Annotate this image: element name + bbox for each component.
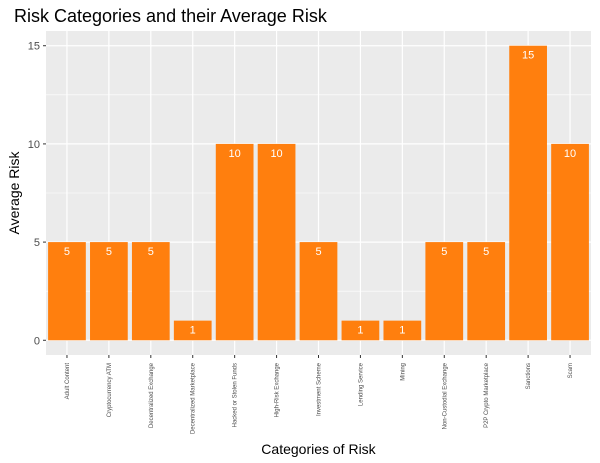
x-tick-label: P2P Crypto Marketplace: [484, 362, 490, 428]
x-tick-label: Decentralized Marketplace: [191, 362, 197, 434]
x-tick-label: Sanctions: [526, 363, 532, 389]
bar: [257, 143, 296, 341]
data-label: 1: [399, 325, 405, 337]
x-tick-label: Cryptocurrency ATM: [107, 363, 113, 417]
data-label: 5: [441, 246, 447, 258]
data-label: 5: [64, 246, 70, 258]
bar: [509, 45, 547, 341]
x-tick-label: Adult Content: [65, 363, 71, 400]
x-tick-label: Scam: [568, 363, 574, 378]
x-tick-label: Hacked or Stolen Funds: [233, 363, 239, 427]
x-axis-title: Categories of Risk: [261, 441, 376, 457]
y-axis: 0 5 10 15: [28, 41, 46, 347]
data-label: 10: [229, 148, 241, 160]
bar: [131, 242, 170, 341]
bar: [48, 242, 86, 341]
y-tick-label: 15: [28, 41, 40, 53]
x-tick-label: High-Risk Exchange: [275, 362, 281, 417]
x-tick-label: Investment Scheme: [317, 362, 323, 416]
bar: [90, 242, 128, 341]
x-tick-label: Mining: [400, 363, 406, 381]
bar: [173, 320, 212, 341]
bars: [48, 45, 589, 341]
data-label: 5: [106, 246, 112, 258]
bar: [299, 242, 338, 341]
data-label: 10: [270, 148, 282, 160]
bar: [467, 242, 506, 341]
data-label: 1: [357, 325, 363, 337]
bar: [425, 242, 464, 341]
bar: [383, 320, 422, 341]
y-axis-title: Average Risk: [6, 151, 22, 235]
data-label: 1: [190, 325, 196, 337]
y-tick-label: 0: [34, 335, 40, 347]
data-label: 5: [148, 246, 154, 258]
bar: [341, 320, 380, 341]
data-label: 15: [522, 50, 534, 62]
data-label: 10: [564, 148, 576, 160]
bar: [551, 143, 589, 341]
x-tick-label: Decentralized Exchange: [149, 362, 155, 428]
bar: [215, 143, 254, 341]
x-tick-label: Non-Custodial Exchange: [442, 362, 448, 429]
x-axis: Adult Content Cryptocurrency ATM Decentral…: [65, 355, 574, 434]
y-tick-label: 10: [28, 139, 40, 151]
chart-title: Risk Categories and their Average Risk: [14, 6, 328, 26]
y-tick-label: 5: [34, 237, 40, 249]
data-label: 5: [483, 246, 489, 258]
data-label: 5: [315, 246, 321, 258]
x-tick-label: Lending Service: [358, 362, 364, 406]
